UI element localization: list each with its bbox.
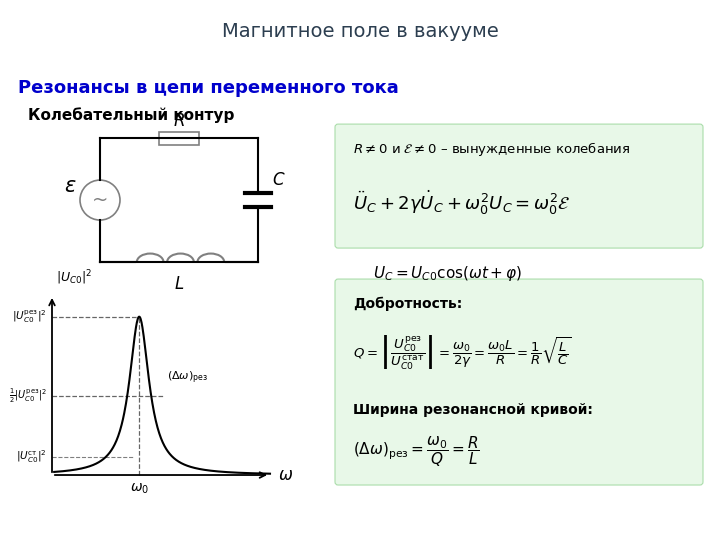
Text: $\omega_0$: $\omega_0$ xyxy=(130,482,149,496)
Text: $|U_{C0}^{\rm рез}|^2$: $|U_{C0}^{\rm рез}|^2$ xyxy=(12,308,47,325)
Text: $U_C = U_{C0}\cos(\omega t + \varphi)$: $U_C = U_{C0}\cos(\omega t + \varphi)$ xyxy=(373,264,523,282)
FancyBboxPatch shape xyxy=(335,279,703,485)
Text: Колебательный контур: Колебательный контур xyxy=(28,107,235,123)
Text: $\ddot{U}_C + 2\gamma\dot{U}_C + \omega_0^2 U_C = \omega_0^2\mathcal{E}$: $\ddot{U}_C + 2\gamma\dot{U}_C + \omega_… xyxy=(353,189,571,217)
Text: Ширина резонансной кривой:: Ширина резонансной кривой: xyxy=(353,403,593,417)
Text: $\frac{1}{2}|U_{C0}^{\rm рез}|^2$: $\frac{1}{2}|U_{C0}^{\rm рез}|^2$ xyxy=(9,387,47,405)
Bar xyxy=(159,132,199,145)
Text: R: R xyxy=(174,112,185,130)
Text: $\omega$: $\omega$ xyxy=(278,466,293,484)
Text: $\varepsilon$: $\varepsilon$ xyxy=(64,176,76,196)
Text: Добротность:: Добротность: xyxy=(353,297,462,311)
Text: $|U_{C0}|^2$: $|U_{C0}|^2$ xyxy=(56,268,92,287)
Text: Магнитное поле в вакууме: Магнитное поле в вакууме xyxy=(222,22,498,40)
Text: $Q = \left|\dfrac{U_{C0}^{\rm рез}}{U_{C0}^{\rm стат}}\right| = \dfrac{\omega_0}: $Q = \left|\dfrac{U_{C0}^{\rm рез}}{U_{C… xyxy=(353,333,572,371)
Text: Резонансы в цепи переменного тока: Резонансы в цепи переменного тока xyxy=(18,79,399,97)
Text: $|U_{C0}^{\rm ст}|^2$: $|U_{C0}^{\rm ст}|^2$ xyxy=(17,449,47,465)
Text: $(\Delta\omega)_{\rm рез}$: $(\Delta\omega)_{\rm рез}$ xyxy=(167,370,208,386)
FancyBboxPatch shape xyxy=(335,124,703,248)
Text: ~: ~ xyxy=(92,191,108,210)
Text: $R \neq 0$ и $\mathcal{E} \neq 0$ – вынужденные колебания: $R \neq 0$ и $\mathcal{E} \neq 0$ – выну… xyxy=(353,140,630,158)
Text: L: L xyxy=(174,275,184,293)
Text: C: C xyxy=(272,171,284,189)
Text: $(\Delta\omega)_{\rm рез} = \dfrac{\omega_0}{Q} = \dfrac{R}{L}$: $(\Delta\omega)_{\rm рез} = \dfrac{\omeg… xyxy=(353,435,480,469)
